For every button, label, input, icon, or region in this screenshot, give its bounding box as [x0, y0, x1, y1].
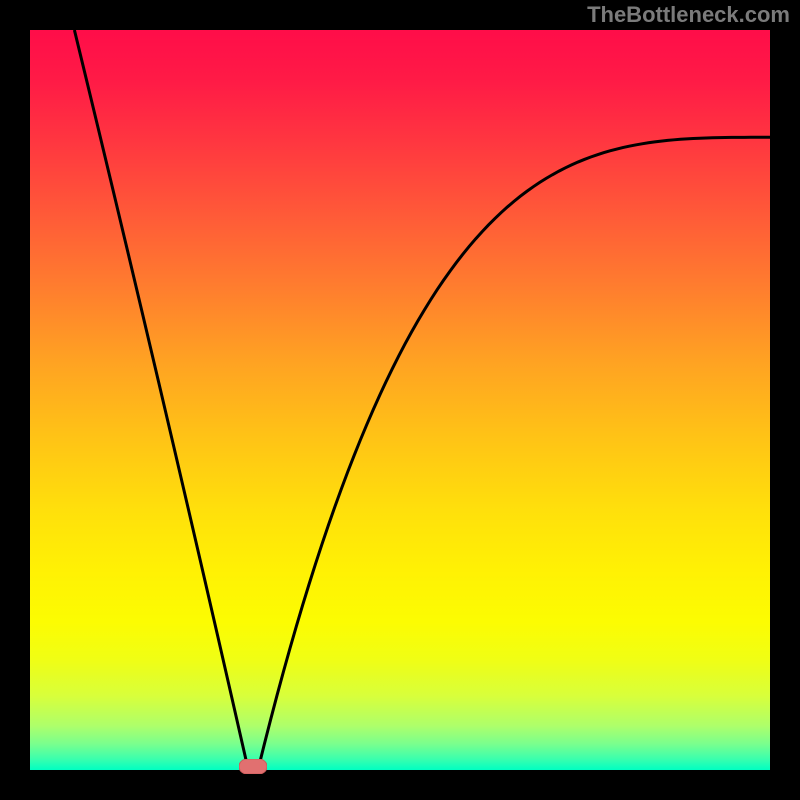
- bottleneck-curve: [30, 30, 770, 770]
- curve-left-branch: [74, 30, 248, 770]
- curve-right-branch: [258, 137, 770, 770]
- plot-area: [30, 30, 770, 770]
- watermark-text: TheBottleneck.com: [587, 2, 790, 28]
- optimum-marker: [239, 759, 267, 774]
